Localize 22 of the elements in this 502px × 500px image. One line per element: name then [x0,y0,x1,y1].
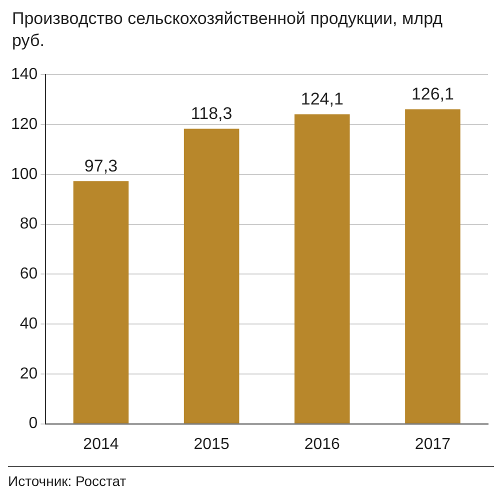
y-tick-label: 120 [10,116,38,133]
x-tick-label: 2014 [83,436,119,453]
chart-title: Производство сельскохозяйственной продукции, млрд руб. [12,8,444,52]
data-label: 126,1 [411,84,454,104]
bar [405,109,460,424]
text: Источник: Росстат [8,466,494,489]
y-tick-label: 0 [28,415,38,432]
data-label: 124,1 [300,89,344,108]
x-tick-label: 2017 [414,436,451,453]
data-label: 97,3 [84,156,118,176]
bar [184,128,240,424]
y-tick-label: 20 [20,365,38,382]
data-label: 118,3 [190,104,232,123]
y-tick-label: 100 [10,166,38,183]
y-tick-label: 140 [10,66,38,84]
bar [73,181,129,424]
y-tick-label: 40 [20,315,38,332]
bar [294,114,350,424]
x-tick-label: 2015 [194,436,230,453]
y-tick-label: 60 [20,266,38,283]
y-tick-label: 80 [20,216,38,233]
x-tick-label: 2016 [304,436,340,453]
